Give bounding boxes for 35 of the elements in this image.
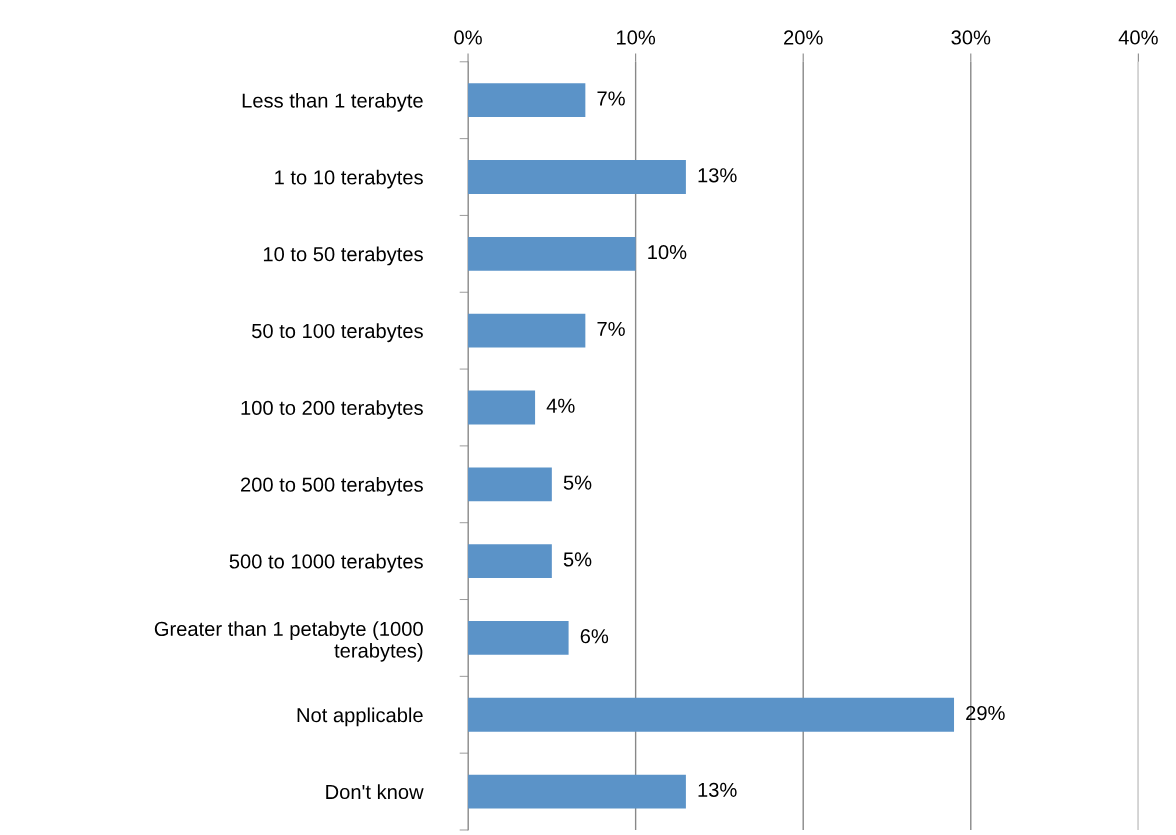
data-label: 7% <box>597 91 625 106</box>
y-tick-label: 500 to 1000 terabytes <box>229 553 423 573</box>
bar <box>468 313 586 348</box>
y-tick-label: 1 to 10 terabytes <box>275 169 423 189</box>
bar <box>468 774 686 809</box>
bar <box>468 236 636 271</box>
bar <box>468 697 955 732</box>
y-tick-label: 50 to 100 terabytes <box>252 323 423 343</box>
y-tick-label: Greater than 1 petabyte (1000 terabytes) <box>154 621 423 662</box>
y-tick-label: Not applicable <box>297 707 423 727</box>
data-label: 13% <box>698 168 737 183</box>
y-tick-label: Don't know <box>326 784 424 800</box>
x-tick-label: 20% <box>784 30 823 45</box>
bar <box>468 160 686 194</box>
y-tick-label: 200 to 500 terabytes <box>241 477 423 496</box>
x-tick-label: 0% <box>454 30 482 45</box>
data-label: 10% <box>648 244 687 260</box>
data-label: 5% <box>563 552 592 567</box>
data-label: 29% <box>966 705 1005 721</box>
data-label: 13% <box>698 782 737 797</box>
bar <box>468 83 586 118</box>
bar <box>468 544 552 579</box>
bar <box>468 621 569 655</box>
bar <box>468 467 552 502</box>
y-tick-label: 100 to 200 terabytes <box>241 400 423 419</box>
bar <box>468 390 536 425</box>
x-tick-label: 10% <box>617 30 656 45</box>
y-tick-label: Less than 1 terabyte <box>242 92 423 112</box>
x-tick-label: 40% <box>1118 30 1158 45</box>
x-tick-label: 30% <box>951 30 991 45</box>
data-label: 7% <box>597 321 625 336</box>
data-label: 6% <box>580 629 609 644</box>
data-label: 4% <box>546 398 575 413</box>
y-tick-label: 10 to 50 terabytes <box>263 246 423 266</box>
data-label: 5% <box>563 475 592 490</box>
